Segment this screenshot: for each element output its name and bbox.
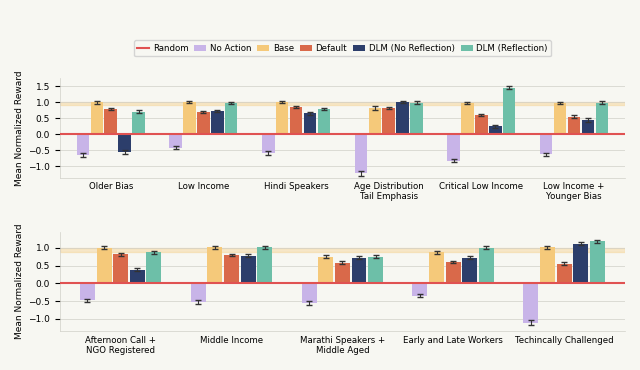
Bar [396,102,409,134]
Bar [301,283,317,303]
Bar [241,256,255,283]
Bar [573,243,588,283]
Bar [60,248,625,252]
Bar [554,103,566,134]
Bar [368,257,383,283]
Bar [118,134,131,152]
Bar [445,262,461,283]
Bar [568,117,580,134]
Bar [369,108,381,134]
Y-axis label: Mean Normalized Reward: Mean Normalized Reward [15,70,24,186]
Bar [413,283,428,296]
Bar [257,248,272,283]
Bar [335,263,350,283]
Bar [170,134,182,148]
Bar [197,112,210,134]
Bar [80,283,95,300]
Bar [351,258,367,283]
Bar [276,102,289,134]
Bar [60,102,625,105]
Bar [503,88,515,134]
Bar [461,103,474,134]
Bar [475,115,488,134]
Bar [557,264,572,283]
Bar [91,102,103,134]
Bar [596,103,608,134]
Bar [590,241,605,283]
Bar [524,283,538,323]
Bar [304,113,316,134]
Y-axis label: Mean Normalized Reward: Mean Normalized Reward [15,224,24,339]
Bar [290,107,302,134]
Bar [540,248,555,283]
Bar [147,252,161,283]
Bar [191,283,206,302]
Bar [77,134,89,155]
Bar [207,248,223,283]
Bar [104,109,117,134]
Bar [318,257,333,283]
Bar [317,109,330,134]
Bar [262,134,275,153]
Legend: Random, No Action, Base, Default, DLM (No Reflection), DLM (Reflection): Random, No Action, Base, Default, DLM (N… [134,40,551,56]
Bar [211,111,223,134]
Bar [462,258,477,283]
Bar [183,102,196,134]
Bar [225,103,237,134]
Bar [479,248,494,283]
Bar [224,255,239,283]
Bar [97,248,111,283]
Bar [410,103,423,134]
Bar [355,134,367,174]
Bar [447,134,460,161]
Bar [429,252,444,283]
Bar [383,108,395,134]
Bar [582,120,594,134]
Bar [130,270,145,283]
Bar [489,126,502,134]
Bar [540,134,552,154]
Bar [113,254,128,283]
Bar [132,112,145,134]
